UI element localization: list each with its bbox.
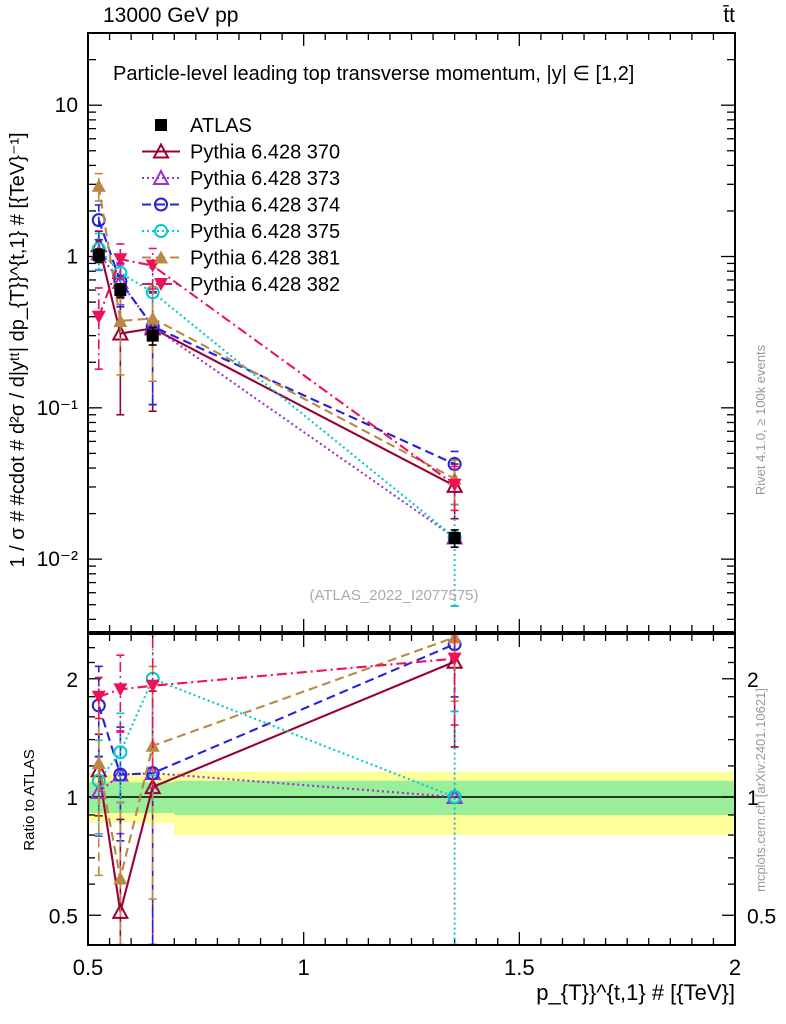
- ytick-label-main-1: 1: [66, 246, 78, 269]
- series-line: [98, 657, 455, 698]
- legend-label-0: ATLAS: [190, 115, 252, 137]
- marker-circle: [113, 767, 128, 782]
- marker-triangle-up-filled: [154, 250, 168, 264]
- ytick-label-ratio-2: 0.5: [49, 905, 78, 928]
- marker-square: [92, 249, 105, 262]
- legend-label-2: Pythia 6.428 373: [190, 168, 340, 190]
- marker-triangle-up-filled: [145, 311, 160, 325]
- ytick-label-main-0: 10: [55, 94, 78, 117]
- series-line: [98, 772, 455, 799]
- ytick-label-ratio-right-2: 0.5: [747, 905, 776, 928]
- series-line: [98, 248, 456, 539]
- xlabel: p_{T}}^{t,1} # [{TeV}]: [536, 980, 735, 1005]
- marker-triangle-down-filled: [145, 679, 160, 693]
- series-line: [97, 636, 455, 879]
- xtick-label-1: 1: [298, 955, 310, 980]
- marker-triangle-up: [445, 476, 464, 493]
- marker-square: [155, 119, 167, 131]
- legend-label-6: Pythia 6.428 382: [190, 274, 340, 296]
- marker-triangle-up: [152, 142, 170, 159]
- marker-circle: [113, 745, 128, 760]
- watermark: (ATLAS_2022_I2077575): [309, 587, 478, 604]
- series-line: [97, 677, 456, 798]
- ytick-label-ratio-right-1: 1: [747, 787, 759, 810]
- marker-triangle-down-filled: [91, 310, 106, 324]
- ytick-label-ratio-1: 1: [66, 787, 78, 810]
- xtick-label-3: 2: [729, 955, 741, 980]
- ytick-label-main-2: 10⁻¹: [37, 397, 78, 420]
- ratio-panel-frame: [87, 633, 736, 946]
- side-note-rivet: Rivet 4.1.0, ≥ 100k events: [753, 344, 768, 495]
- legend-label-4: Pythia 6.428 375: [190, 221, 340, 243]
- ytick-label-main-3: 10⁻²: [37, 548, 78, 571]
- marker-square: [448, 531, 461, 544]
- side-note-mcplots: mcplots.cern.ch [arXiv:2401.10621]: [753, 688, 768, 892]
- marker-circle: [154, 224, 168, 238]
- ylabel-main: 1 / σ # #cdot # d²σ / d|yᵗᵗ| dp_{T}}^{t,…: [7, 132, 29, 567]
- marker-triangle-down-filled: [91, 690, 106, 704]
- marker-triangle-up-filled: [113, 871, 128, 885]
- legend-label-3: Pythia 6.428 374: [190, 195, 340, 217]
- marker-circle: [447, 790, 462, 805]
- xtick-label-0: 0.5: [73, 955, 104, 980]
- xtick-label-2: 1.5: [504, 955, 535, 980]
- marker-square: [114, 284, 127, 297]
- header-beam: 13000 GeV pp: [103, 4, 238, 27]
- ytick-label-ratio-0: 2: [66, 669, 78, 692]
- header-process: t̄t: [723, 4, 735, 27]
- marker-triangle-down-filled: [113, 253, 128, 267]
- legend-label-5: Pythia 6.428 381: [190, 248, 340, 270]
- series-line: [97, 660, 456, 913]
- series-line: [97, 257, 456, 486]
- marker-triangle-up: [152, 168, 170, 185]
- series-line: [97, 252, 456, 539]
- marker-triangle-up-filled: [91, 756, 106, 770]
- marker-triangle-up-filled: [91, 178, 106, 192]
- marker-triangle-up-filled: [113, 313, 128, 327]
- main-panel-frame: [87, 32, 736, 633]
- marker-square: [146, 329, 159, 342]
- marker-circle: [154, 197, 168, 212]
- plot-title: Particle-level leading top transverse mo…: [113, 63, 634, 85]
- marker-triangle-down-filled: [154, 278, 168, 291]
- series-line: [97, 219, 456, 466]
- marker-triangle-down-filled: [113, 683, 128, 697]
- marker-triangle-down-filled: [447, 652, 462, 666]
- ylabel-ratio: Ratio to ATLAS: [21, 749, 38, 850]
- series-line: [97, 643, 456, 776]
- ytick-label-ratio-right-0: 2: [747, 669, 759, 692]
- marker-triangle-down-filled: [447, 478, 462, 492]
- marker-triangle-up: [111, 902, 130, 919]
- series-line: [97, 185, 456, 480]
- legend-label-1: Pythia 6.428 370: [190, 142, 340, 164]
